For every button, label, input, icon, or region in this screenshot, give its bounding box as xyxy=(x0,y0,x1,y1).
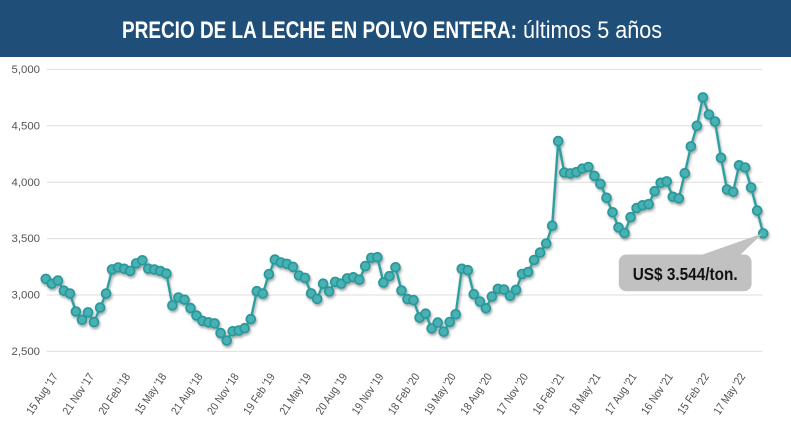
svg-text:15 May '18: 15 May '18 xyxy=(133,371,169,417)
svg-text:3,500: 3,500 xyxy=(12,233,41,245)
svg-text:2,500: 2,500 xyxy=(12,346,41,358)
svg-text:PRECIO DE LA LECHE EN POLVO EN: PRECIO DE LA LECHE EN POLVO ENTERA: xyxy=(122,17,517,44)
svg-text:19 Feb '19: 19 Feb '19 xyxy=(242,371,278,417)
svg-text:17 Nov '20: 17 Nov '20 xyxy=(495,371,531,417)
svg-text:US$ 3.544/ton.: US$ 3.544/ton. xyxy=(633,264,738,284)
svg-text:18 May '21: 18 May '21 xyxy=(567,371,603,417)
svg-text:16 Feb '21: 16 Feb '21 xyxy=(531,371,567,417)
svg-text:19 May '20: 19 May '20 xyxy=(423,371,459,417)
svg-text:21 Nov '17: 21 Nov '17 xyxy=(61,371,97,417)
svg-text:5,000: 5,000 xyxy=(12,64,41,76)
svg-text:18 Feb '20: 18 Feb '20 xyxy=(386,371,422,417)
svg-text:16 Nov '21: 16 Nov '21 xyxy=(640,371,676,417)
svg-text:17 Aug '21: 17 Aug '21 xyxy=(603,371,639,417)
svg-text:15 Aug '17: 15 Aug '17 xyxy=(25,371,61,417)
svg-text:18 Aug '20: 18 Aug '20 xyxy=(459,371,495,417)
svg-text:20 Nov '18: 20 Nov '18 xyxy=(206,371,242,417)
svg-text:21 May '19: 21 May '19 xyxy=(278,371,314,417)
svg-text:3,000: 3,000 xyxy=(12,290,41,302)
svg-text:20 Feb '18: 20 Feb '18 xyxy=(97,371,133,417)
svg-text:20 Aug '19: 20 Aug '19 xyxy=(314,371,350,417)
svg-text:19 Nov '19: 19 Nov '19 xyxy=(350,371,386,417)
svg-text:15 Feb '22: 15 Feb '22 xyxy=(676,371,712,417)
svg-text:últimos 5 años: últimos 5 años xyxy=(523,17,662,44)
svg-text:21 Aug '18: 21 Aug '18 xyxy=(169,371,205,417)
svg-text:17 May '22: 17 May '22 xyxy=(712,371,748,417)
svg-text:4,000: 4,000 xyxy=(12,177,41,189)
svg-text:4,500: 4,500 xyxy=(12,120,41,132)
